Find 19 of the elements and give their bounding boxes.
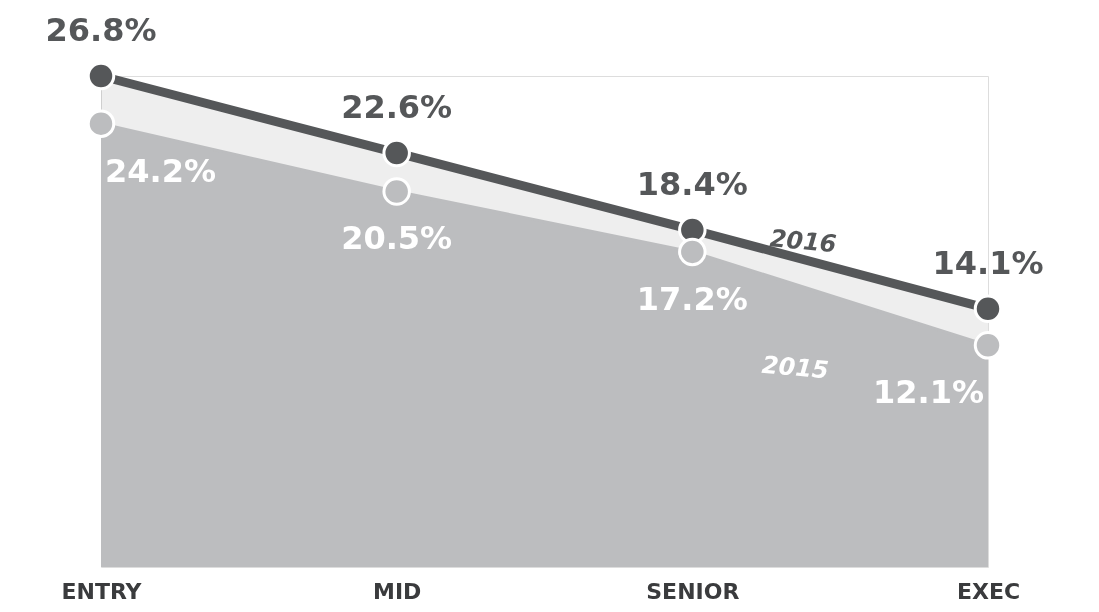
point (678, 237, 707, 267)
series-label: 2016 (768, 224, 838, 259)
data-label: 12.1% (872, 373, 984, 412)
point (382, 138, 411, 168)
data-label: 20.5% (341, 219, 453, 258)
point (382, 177, 411, 206)
data-label: 22.6% (341, 87, 453, 126)
data-label: 26.8% (45, 11, 157, 49)
series-label: 2015 (760, 350, 830, 385)
data-label: 17.2% (636, 279, 748, 318)
x-tick-label: ENTRY (61, 578, 143, 604)
x-tick-label: SENIOR (646, 578, 740, 604)
data-label: 18.4% (636, 164, 748, 203)
x-tick-label: MID (372, 578, 422, 604)
point (86, 61, 116, 91)
data-label: 14.1% (932, 243, 1044, 282)
data-label: 24.2% (105, 151, 217, 190)
x-tick-label: EXEC (956, 578, 1021, 604)
point (86, 109, 116, 138)
